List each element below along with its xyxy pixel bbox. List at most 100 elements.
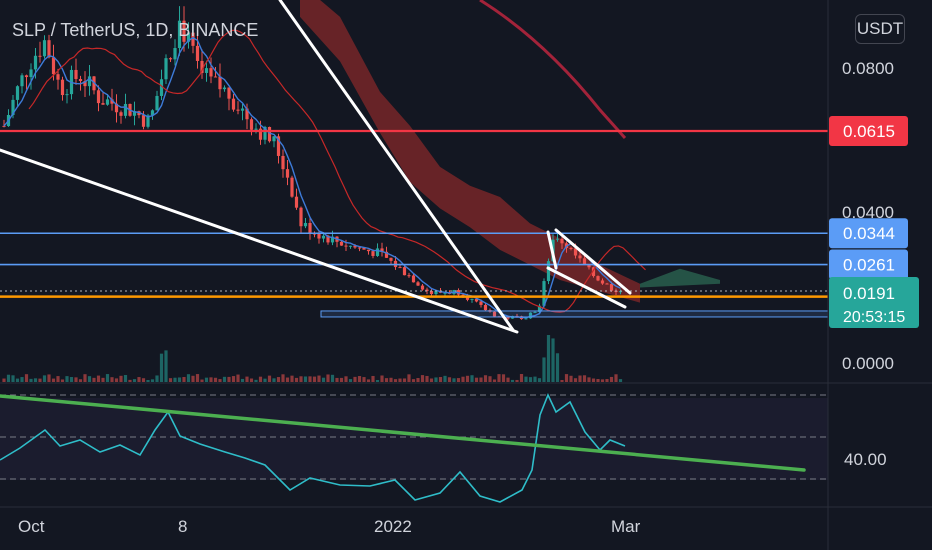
candle-body — [528, 312, 533, 319]
volume-bar — [344, 376, 348, 382]
candle-body — [600, 280, 605, 284]
candle-body — [47, 40, 51, 58]
volume-bar — [15, 378, 20, 382]
trend-line[interactable] — [0, 148, 519, 334]
candle-body — [146, 115, 150, 127]
volume-bar — [614, 374, 618, 382]
volume-bar — [384, 378, 389, 382]
candle-body — [420, 285, 425, 290]
candle-body — [303, 222, 308, 227]
volume-bar — [357, 376, 362, 382]
volume-bar — [501, 374, 506, 382]
candle-body — [24, 75, 29, 78]
volume-bar — [137, 377, 141, 382]
candle-body — [407, 275, 411, 277]
volume-bar — [366, 379, 371, 382]
candle-body — [65, 94, 69, 96]
volume-bar — [335, 377, 339, 382]
trend-line[interactable] — [546, 230, 558, 270]
volume-bar — [236, 374, 240, 382]
candle-body — [384, 251, 389, 258]
volume-bar — [618, 379, 623, 382]
volume-bar — [290, 375, 294, 382]
volume-bar — [249, 378, 254, 382]
rsi-trend-line[interactable] — [0, 394, 806, 472]
volume-bar — [186, 374, 191, 382]
candle-body — [177, 20, 182, 49]
ma-long-line — [479, 0, 627, 139]
trend-line[interactable] — [546, 266, 627, 309]
volume-bar — [2, 378, 6, 382]
candle-body — [299, 207, 303, 227]
volume-bar — [447, 377, 452, 382]
date-tick-label: Mar — [611, 517, 641, 536]
volume-bar — [78, 379, 83, 382]
volume-bar — [546, 335, 551, 382]
volume-bar — [204, 377, 209, 382]
volume-bar — [132, 379, 137, 382]
candle-body — [236, 109, 240, 111]
candle-body — [398, 267, 402, 269]
volume-bar — [96, 375, 101, 382]
volume-bar — [375, 379, 380, 382]
candle-body — [267, 126, 272, 142]
volume-bar — [402, 378, 407, 382]
volume-bar — [276, 377, 281, 382]
volume-bar — [551, 338, 555, 382]
volume-bar — [483, 375, 488, 382]
candle-body — [560, 238, 564, 244]
candle-body — [258, 128, 263, 140]
candle-body — [596, 276, 600, 281]
volume-bar — [533, 376, 537, 382]
volume-bar — [470, 375, 474, 382]
volume-bar — [195, 374, 200, 382]
candle-body — [483, 304, 488, 311]
candle-body — [249, 119, 254, 130]
candle-body — [533, 311, 537, 313]
candle-body — [524, 318, 528, 320]
volume-bar — [227, 376, 231, 382]
volume-bar — [416, 378, 420, 382]
candle-body — [609, 283, 614, 291]
candle-body — [578, 255, 582, 259]
volume-bar — [443, 375, 447, 382]
candle-body — [123, 103, 128, 116]
volume-bar — [537, 378, 542, 382]
candle-body — [353, 245, 357, 248]
volume-bar — [596, 378, 600, 382]
candle-body — [281, 155, 285, 170]
candle-body — [470, 298, 474, 300]
volume-bar — [348, 379, 353, 382]
volume-bar — [159, 353, 164, 382]
volume-bar — [326, 374, 330, 382]
volume-bar — [119, 375, 123, 382]
candle-body — [537, 305, 542, 312]
candle-body — [209, 68, 213, 77]
currency-button[interactable]: USDT — [855, 14, 905, 44]
volume-bar — [609, 376, 614, 382]
candle-body — [416, 282, 420, 286]
candle-body — [254, 128, 258, 130]
last-price-tag — [829, 276, 919, 328]
volume-bar — [168, 378, 173, 382]
volume-bar — [308, 376, 312, 382]
volume-bar — [146, 379, 150, 382]
candle-body — [213, 76, 218, 78]
volume-bar — [524, 376, 528, 382]
volume-bar — [542, 357, 546, 382]
candle-body — [339, 241, 344, 246]
candle-body — [245, 108, 249, 120]
volume-bar — [497, 374, 501, 382]
volume-bar — [191, 375, 195, 382]
trend-line[interactable] — [554, 228, 632, 295]
candle-body — [114, 103, 119, 113]
candle-body — [2, 125, 6, 127]
candle-body — [411, 275, 416, 283]
volume-bar — [569, 375, 573, 382]
volume-bar — [420, 375, 425, 382]
trend-line[interactable] — [278, 0, 515, 332]
candle-body — [276, 136, 281, 156]
volume-bar — [200, 379, 204, 382]
